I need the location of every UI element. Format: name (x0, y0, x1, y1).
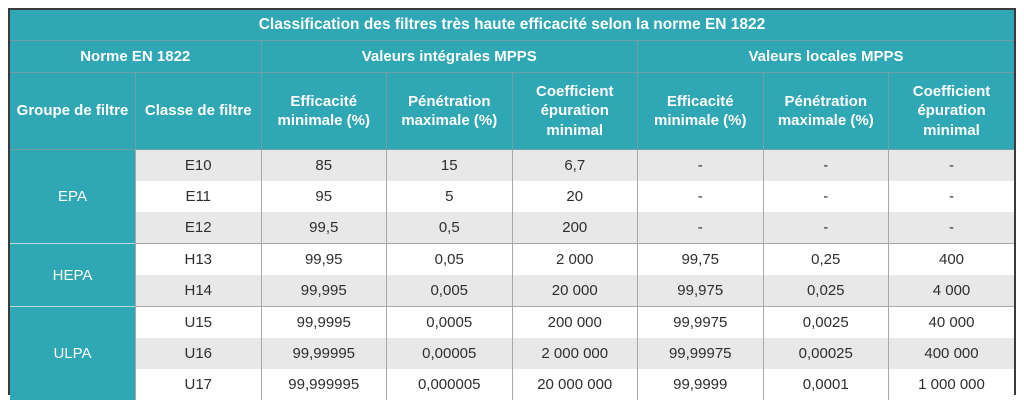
section-header-norme: Norme EN 1822 (10, 40, 262, 73)
value-cell: 0,000005 (386, 369, 513, 400)
table-frame: Classification des filtres très haute ef… (8, 8, 1016, 400)
value-cell: - (762, 212, 889, 244)
colhead-groupe-de-filtre: Groupe de filtre (10, 72, 136, 150)
value-cell: - (637, 149, 764, 181)
colhead-efficacite-minimale-integrale: Efficacité minimale (%) (260, 72, 387, 150)
value-cell: 0,5 (386, 212, 513, 244)
value-cell: - (762, 181, 889, 212)
table-title: Classification des filtres très haute ef… (10, 10, 1014, 41)
value-cell: 0,25 (762, 243, 889, 275)
value-cell: 85 (260, 149, 387, 181)
title-row: Classification des filtres très haute ef… (10, 10, 1014, 41)
classe-cell: E10 (135, 149, 262, 181)
value-cell: 0,00025 (762, 338, 889, 369)
table-row-e11: E11 95 5 20 - - - (10, 181, 1014, 212)
value-cell: 99,9995 (260, 306, 387, 338)
value-cell: - (637, 181, 764, 212)
section-header-row: Norme EN 1822 Valeurs intégrales MPPS Va… (10, 40, 1014, 73)
value-cell: 20 000 (511, 275, 638, 307)
value-cell: 200 (511, 212, 638, 244)
table-row-h13: HEPA H13 99,95 0,05 2 000 99,75 0,25 400 (10, 243, 1014, 307)
section-header-valeurs-locales: Valeurs locales MPPS (637, 40, 1014, 73)
table-row-u16: U16 99,99995 0,00005 2 000 000 99,99975 … (10, 338, 1014, 369)
value-cell: - (888, 212, 1014, 244)
value-cell: 15 (386, 149, 513, 181)
value-cell: 40 000 (888, 306, 1014, 338)
value-cell: 99,99995 (260, 338, 387, 369)
value-cell: 99,9999 (637, 369, 764, 400)
group-cell-ulpa: ULPA (10, 306, 136, 400)
value-cell: 1 000 000 (888, 369, 1014, 400)
classe-cell: U15 (135, 306, 262, 338)
colhead-penetration-maximale-locale: Pénétration maximale (%) (762, 72, 889, 150)
value-cell: 99,99975 (637, 338, 764, 369)
value-cell: 99,5 (260, 212, 387, 244)
value-cell: 0,0025 (762, 306, 889, 338)
value-cell: 99,9975 (637, 306, 764, 338)
colhead-efficacite-minimale-locale: Efficacité minimale (%) (637, 72, 764, 150)
value-cell: - (888, 149, 1014, 181)
value-cell: 0,0001 (762, 369, 889, 400)
value-cell: 99,95 (260, 243, 387, 275)
value-cell: 99,995 (260, 275, 387, 307)
value-cell: 95 (260, 181, 387, 212)
group-cell-hepa: HEPA (10, 243, 136, 307)
value-cell: 0,05 (386, 243, 513, 275)
value-cell: 4 000 (888, 275, 1014, 307)
value-cell: - (888, 181, 1014, 212)
value-cell: 0,00005 (386, 338, 513, 369)
filter-classification-table: Classification des filtres très haute ef… (10, 10, 1014, 400)
value-cell: 20 000 000 (511, 369, 638, 400)
value-cell: 200 000 (511, 306, 638, 338)
table-row-h14: H14 99,995 0,005 20 000 99,975 0,025 4 0… (10, 275, 1014, 307)
table-row-e10: EPA E10 85 15 6,7 - - - (10, 149, 1014, 244)
colhead-coefficient-epuration-locale: Coefficient épuration minimal (888, 72, 1014, 150)
group-cell-epa: EPA (10, 149, 136, 244)
value-cell: 0,005 (386, 275, 513, 307)
value-cell: 400 000 (888, 338, 1014, 369)
table-row-e12: E12 99,5 0,5 200 - - - (10, 212, 1014, 244)
value-cell: 5 (386, 181, 513, 212)
classe-cell: U16 (135, 338, 262, 369)
value-cell: 99,975 (637, 275, 764, 307)
section-header-valeurs-integrales: Valeurs intégrales MPPS (260, 40, 638, 73)
classe-cell: E11 (135, 181, 262, 212)
value-cell: 0,0005 (386, 306, 513, 338)
colhead-coefficient-epuration-integrale: Coefficient épuration minimal (511, 72, 638, 150)
colhead-classe-de-filtre: Classe de filtre (135, 72, 262, 150)
value-cell: 20 (511, 181, 638, 212)
classe-cell: H14 (135, 275, 262, 307)
value-cell: 2 000 000 (511, 338, 638, 369)
value-cell: 99,75 (637, 243, 764, 275)
value-cell: - (762, 149, 889, 181)
value-cell: 2 000 (511, 243, 638, 275)
classe-cell: H13 (135, 243, 262, 275)
value-cell: 0,025 (762, 275, 889, 307)
value-cell: - (637, 212, 764, 244)
value-cell: 400 (888, 243, 1014, 275)
column-header-row: Groupe de filtre Classe de filtre Effica… (10, 72, 1014, 150)
table-row-u15: ULPA U15 99,9995 0,0005 200 000 99,9975 … (10, 306, 1014, 400)
table-row-u17: U17 99,999995 0,000005 20 000 000 99,999… (10, 369, 1014, 400)
colhead-penetration-maximale-integrale: Pénétration maximale (%) (386, 72, 513, 150)
value-cell: 99,999995 (260, 369, 387, 400)
value-cell: 6,7 (511, 149, 638, 181)
classe-cell: E12 (135, 212, 262, 244)
classe-cell: U17 (135, 369, 262, 400)
